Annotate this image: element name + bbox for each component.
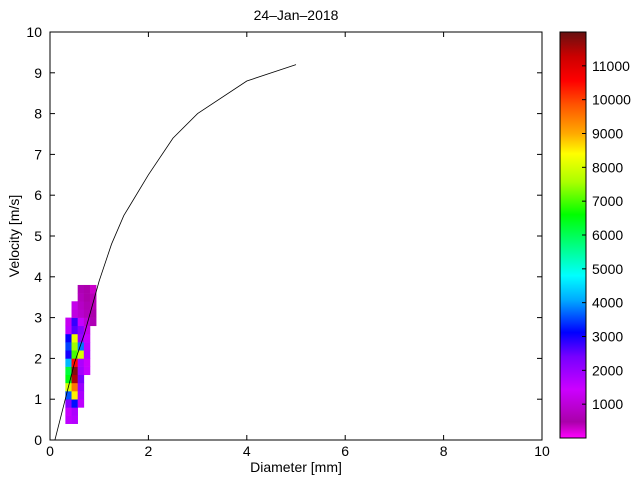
heatmap-cell	[89, 309, 97, 318]
y-tick-label: 1	[34, 391, 42, 407]
heatmap-cell	[65, 333, 72, 343]
y-tick-label: 0	[34, 432, 42, 448]
heatmap-cell	[71, 342, 78, 351]
y-tick-label: 3	[34, 310, 42, 326]
colorbar-tick-label: 5000	[592, 261, 623, 277]
heatmap-cell	[89, 317, 97, 327]
heatmap-cell	[65, 415, 72, 424]
heatmap-cell	[89, 293, 97, 302]
x-axis-label: Diameter [mm]	[250, 459, 342, 475]
heatmap-cell	[77, 399, 85, 408]
heatmap-cell	[77, 382, 85, 392]
heatmap-cell	[71, 391, 78, 400]
heatmap-cell	[65, 342, 72, 351]
y-tick-label: 9	[34, 65, 42, 81]
colorbar-tick-label: 3000	[592, 329, 623, 345]
heatmap-cell	[71, 407, 78, 416]
colorbar-tick-label: 6000	[592, 227, 623, 243]
colorbar-tick-label: 4000	[592, 295, 623, 311]
heatmap-cell	[83, 317, 91, 327]
heatmap-cell	[77, 358, 85, 367]
heatmap-cell	[89, 301, 97, 310]
heatmap-cell	[77, 391, 85, 400]
heatmap-cell	[89, 284, 97, 294]
heatmap-cell	[77, 284, 85, 294]
y-axis-ticks: 0 1 2 3 4 5 6 7 8 9 10	[26, 24, 542, 448]
y-tick-label: 8	[34, 106, 42, 122]
colorbar-tick-label: 2000	[592, 362, 623, 378]
colorbar-ticks: 1000 2000 3000 4000 5000 6000 7000 8000 9000 1000…	[582, 58, 631, 412]
heatmap-cell	[83, 342, 91, 351]
colorbar-tick-label: 1000	[592, 396, 623, 412]
heatmap-cell	[83, 309, 91, 318]
x-tick-label: 4	[243, 443, 251, 459]
heatmap-cell	[83, 301, 91, 310]
heatmap-cell	[83, 284, 91, 294]
heatmap-cell	[71, 317, 78, 327]
heatmap-cell	[83, 358, 91, 367]
heatmap-cell	[83, 325, 91, 335]
y-tick-label: 5	[34, 228, 42, 244]
heatmap-cell	[77, 374, 85, 384]
heatmap-cell	[71, 399, 78, 408]
heatmap-cell	[83, 350, 91, 359]
y-tick-label: 6	[34, 187, 42, 203]
chart-title: 24–Jan–2018	[254, 7, 339, 23]
colorbar-tick-label: 11000	[592, 58, 630, 74]
heatmap-cell	[77, 333, 85, 343]
y-axis-label: Velocity [m/s]	[6, 195, 22, 277]
heatmap-cell	[77, 309, 85, 318]
x-tick-label: 2	[145, 443, 153, 459]
x-tick-label: 6	[341, 443, 349, 459]
heatmap-cell	[77, 317, 85, 327]
heatmap-cell	[71, 333, 78, 343]
heatmap-cell	[71, 366, 78, 376]
heatmap-cell	[65, 391, 72, 400]
heatmap-cell	[77, 293, 85, 302]
heatmap-cells	[65, 284, 97, 424]
heatmap-cell	[83, 333, 91, 343]
heatmap-cell	[77, 366, 85, 376]
y-tick-label: 4	[34, 269, 42, 285]
heatmap-cell	[65, 358, 72, 367]
heatmap-cell	[77, 350, 85, 359]
heatmap-cell	[65, 350, 72, 359]
colorbar-tick-label: 9000	[592, 126, 623, 142]
colorbar-tick-label: 10000	[592, 92, 631, 108]
heatmap-cell	[77, 342, 85, 351]
heatmap-cell	[71, 301, 78, 310]
heatmap-cell	[71, 309, 78, 318]
x-tick-label: 0	[46, 443, 54, 459]
plot-frame	[49, 31, 543, 441]
x-axis-ticks: 0 2 4 6 8 10	[46, 32, 550, 459]
heatmap-cell	[65, 325, 72, 335]
heatmap-cell	[71, 382, 78, 392]
heatmap-cell	[71, 350, 78, 359]
x-tick-label: 10	[534, 443, 550, 459]
heatmap-cell	[77, 325, 85, 335]
heatmap-cell	[65, 317, 72, 327]
y-tick-label: 7	[34, 146, 42, 162]
colorbar-tick-label: 7000	[592, 193, 623, 209]
y-tick-label: 10	[26, 24, 42, 40]
heatmap-cell	[65, 366, 72, 376]
heatmap-cell	[71, 374, 78, 384]
heatmap-cell	[65, 399, 72, 408]
colorbar-tick-label: 8000	[592, 159, 623, 175]
y-tick-label: 2	[34, 350, 42, 366]
heatmap-cell	[65, 407, 72, 416]
heatmap-cell	[71, 325, 78, 335]
heatmap-cell	[83, 293, 91, 302]
colorbar	[559, 31, 587, 439]
heatmap-cell	[83, 366, 91, 376]
heatmap-cell	[71, 415, 78, 424]
x-tick-label: 8	[440, 443, 448, 459]
heatmap-cell	[65, 374, 72, 384]
heatmap-cell	[77, 301, 85, 310]
fall-velocity-curve	[54, 64, 297, 441]
